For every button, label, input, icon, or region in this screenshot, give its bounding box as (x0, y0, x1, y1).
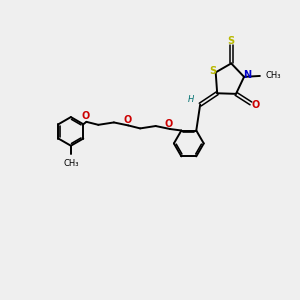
Text: O: O (252, 100, 260, 110)
Text: CH₃: CH₃ (265, 71, 281, 80)
Text: CH₃: CH₃ (63, 159, 79, 168)
Text: O: O (165, 118, 173, 129)
Text: H: H (188, 95, 194, 104)
Text: S: S (209, 66, 216, 76)
Text: O: O (123, 115, 131, 125)
Text: O: O (81, 112, 90, 122)
Text: S: S (228, 36, 235, 46)
Text: N: N (243, 70, 251, 80)
